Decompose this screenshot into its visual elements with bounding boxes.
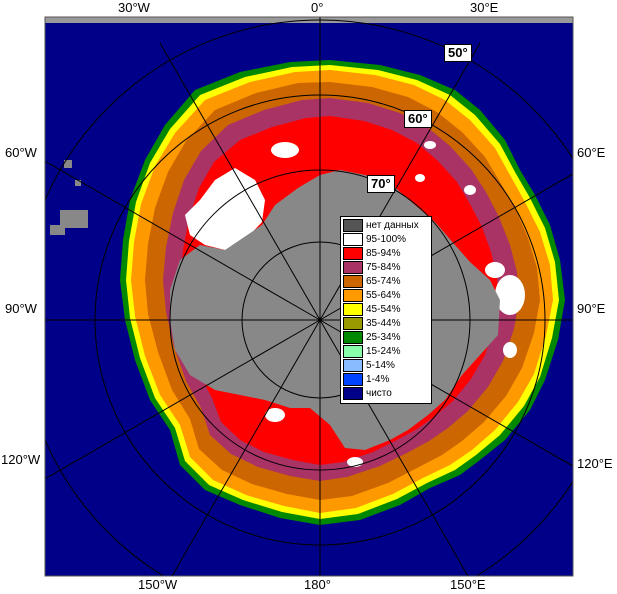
legend-item: 85-94% [343, 247, 400, 260]
legend-swatch [343, 359, 363, 372]
lon-label-90e: 90°E [577, 301, 606, 316]
graticule [45, 17, 573, 576]
legend-label: чисто [366, 388, 392, 399]
legend-label: 1-4% [366, 374, 390, 385]
legend-swatch [343, 289, 363, 302]
legend-label: 25-34% [366, 332, 401, 343]
legend-item: чисто [343, 387, 392, 400]
lon-label-30e: 30°E [470, 0, 499, 15]
legend-item: 95-100% [343, 233, 406, 246]
legend-label: 5-14% [366, 360, 395, 371]
lat-label-50: 50° [444, 44, 472, 62]
lon-label-60e: 60°E [577, 145, 606, 160]
legend-label: 65-74% [366, 276, 401, 287]
legend-item: 55-64% [343, 289, 400, 302]
legend-item: 45-54% [343, 303, 400, 316]
legend-item: нет данных [343, 219, 419, 232]
legend-label: 15-24% [366, 346, 401, 357]
lon-label-60w: 60°W [5, 145, 37, 160]
lon-label-30w: 30°W [118, 0, 150, 15]
legend-item: 75-84% [343, 261, 400, 274]
legend-label: нет данных [366, 220, 419, 231]
legend-swatch [343, 303, 363, 316]
legend-swatch [343, 233, 363, 246]
legend-swatch [343, 317, 363, 330]
lon-label-0: 0° [311, 0, 324, 15]
lon-label-150w: 150°W [138, 577, 178, 592]
legend-label: 75-84% [366, 262, 401, 273]
legend-label: 85-94% [366, 248, 401, 259]
legend-swatch [343, 219, 363, 232]
lon-label-120w: 120°W [1, 452, 41, 467]
legend-item: 25-34% [343, 331, 400, 344]
legend-item: 1-4% [343, 373, 389, 386]
legend-swatch [343, 345, 363, 358]
legend-item: 35-44% [343, 317, 400, 330]
legend-label: 45-54% [366, 304, 401, 315]
legend: нет данных 95-100% 85-94% 75-84% 65-74% 55-64… [340, 216, 432, 404]
legend-swatch [343, 247, 363, 260]
peninsula-speckles [50, 160, 88, 235]
legend-label: 55-64% [366, 290, 401, 301]
legend-item: 5-14% [343, 359, 395, 372]
lon-label-180: 180° [304, 577, 331, 592]
lon-label-150e: 150°E [450, 577, 486, 592]
legend-label: 95-100% [366, 234, 407, 245]
lon-label-90w: 90°W [5, 301, 37, 316]
legend-swatch [343, 387, 363, 400]
legend-item: 15-24% [343, 345, 400, 358]
legend-item: 65-74% [343, 275, 400, 288]
legend-label: 35-44% [366, 318, 401, 329]
legend-swatch [343, 373, 363, 386]
legend-swatch [343, 331, 363, 344]
lat-label-60: 60° [404, 110, 432, 128]
legend-swatch [343, 261, 363, 274]
lon-label-120e: 120°E [577, 456, 613, 471]
lat-label-70: 70° [367, 175, 395, 193]
legend-swatch [343, 275, 363, 288]
